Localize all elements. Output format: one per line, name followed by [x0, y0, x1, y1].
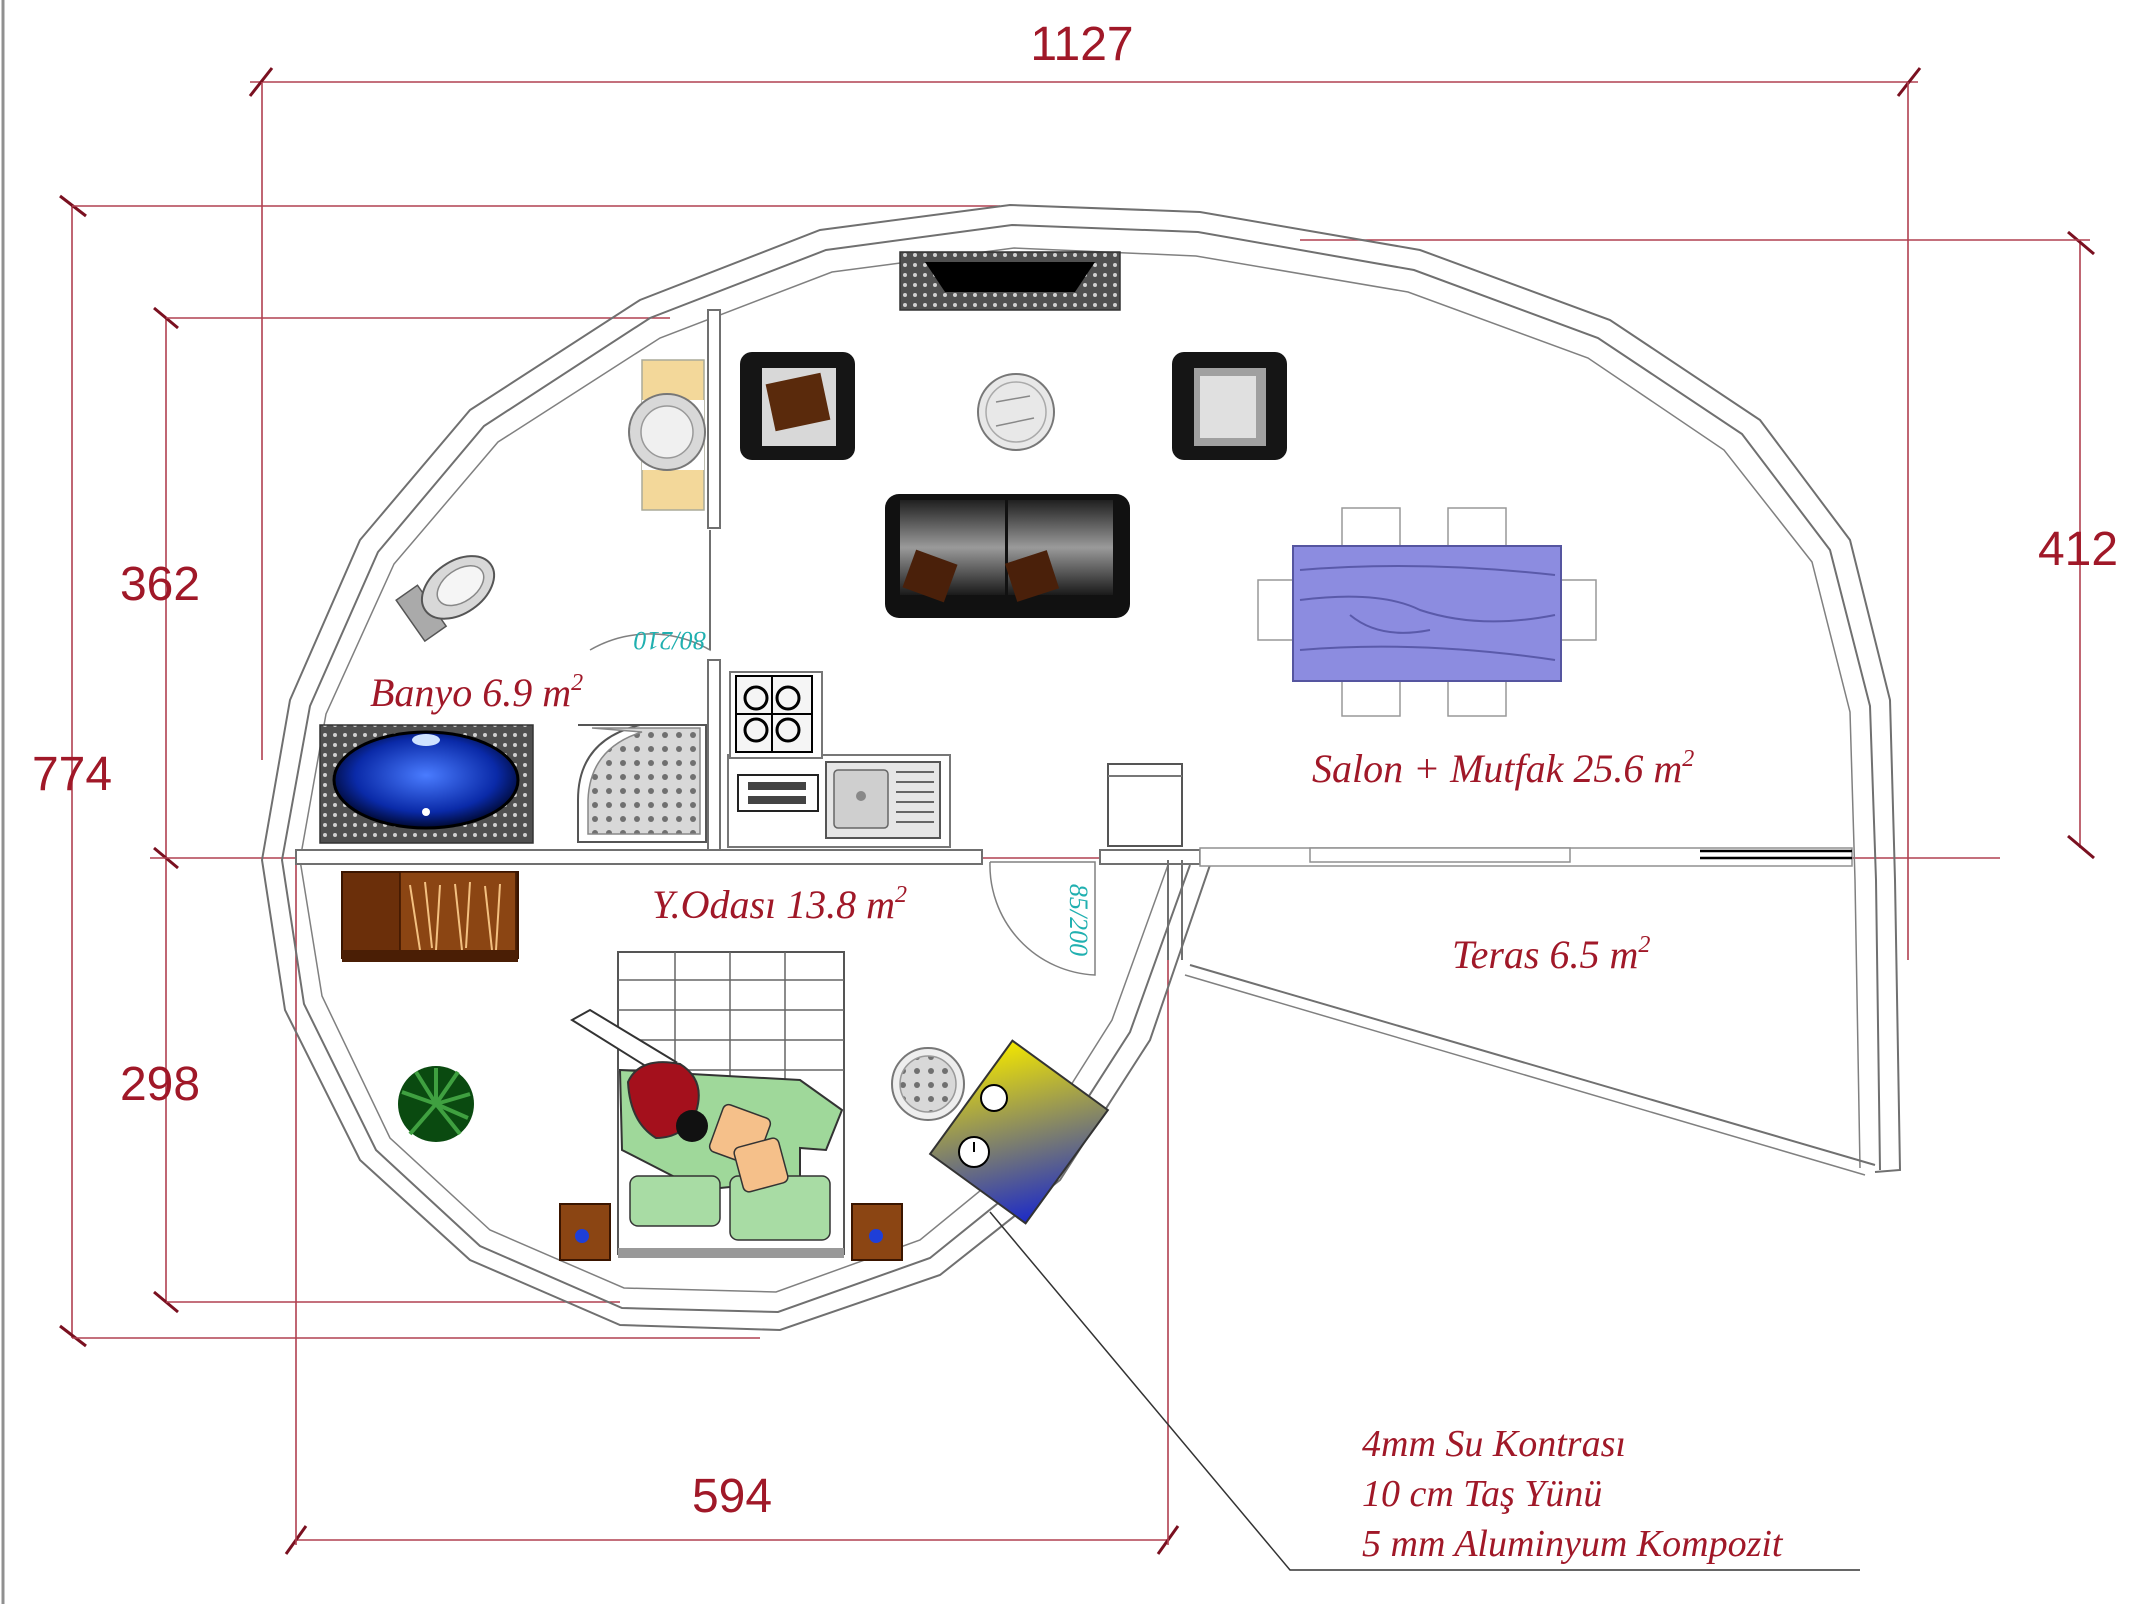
plant-icon [398, 1066, 474, 1142]
room-label-yatak: Y.Odası 13.8 m2 [652, 882, 907, 927]
room-label-banyo: Banyo 6.9 m2 [370, 670, 583, 715]
note-leader-line [989, 1211, 1860, 1571]
dimension-left-lower: 298 [120, 1058, 200, 1111]
person-icon [570, 1008, 708, 1142]
doors [589, 530, 1096, 976]
room-label-teras: Teras 6.5 m2 [1452, 932, 1650, 977]
bed-door-swing [989, 861, 1096, 976]
sink-icon [825, 761, 941, 839]
armchair-icon [1172, 352, 1287, 460]
door-label-bath: 80/210 [634, 626, 706, 655]
sofa-icon [885, 494, 1130, 618]
desk-icon [928, 1039, 1110, 1225]
toilet-icon [395, 555, 496, 643]
wall-note-line-3: 5 mm Aluminyum Kompozit [1362, 1523, 1784, 1565]
wall-note-line-2: 10 cm Taş Yünü [1362, 1473, 1602, 1515]
dimension-bottom-width: 594 [692, 1470, 772, 1523]
dining-table-icon [1257, 507, 1597, 717]
toaster-icon [737, 774, 819, 812]
outer-shell [260, 203, 1902, 1332]
dimension-lines [59, 67, 2095, 1555]
door-label-bedroom: 85/200 [1064, 884, 1093, 956]
bathtub-icon [319, 724, 534, 844]
interior-walls [295, 309, 1853, 960]
dimension-left-upper: 362 [120, 558, 200, 611]
fridge-icon [1107, 763, 1183, 847]
nightstand-icon [559, 1203, 611, 1261]
bed-icon [617, 951, 845, 1258]
washbasin-icon [628, 359, 706, 511]
room-label-salon: Salon + Mutfak 25.6 m2 [1312, 746, 1694, 791]
dimension-left-total: 774 [32, 748, 112, 801]
stove-icon [735, 675, 813, 753]
nightstand-icon [851, 1203, 903, 1261]
bath-door-swing [589, 530, 711, 652]
dimension-top-width: 1127 [1030, 18, 1133, 71]
wall-note-line-1: 4mm Su Kontrası [1362, 1423, 1626, 1465]
dimension-right-height: 412 [2038, 523, 2118, 576]
furniture [319, 251, 1597, 1261]
tv-unit-icon [899, 251, 1121, 311]
wardrobe-icon [341, 871, 519, 962]
coffee-table-icon [977, 373, 1055, 451]
shower-icon [577, 724, 707, 843]
armchair-icon [740, 352, 855, 460]
round-table-icon [891, 1047, 965, 1121]
